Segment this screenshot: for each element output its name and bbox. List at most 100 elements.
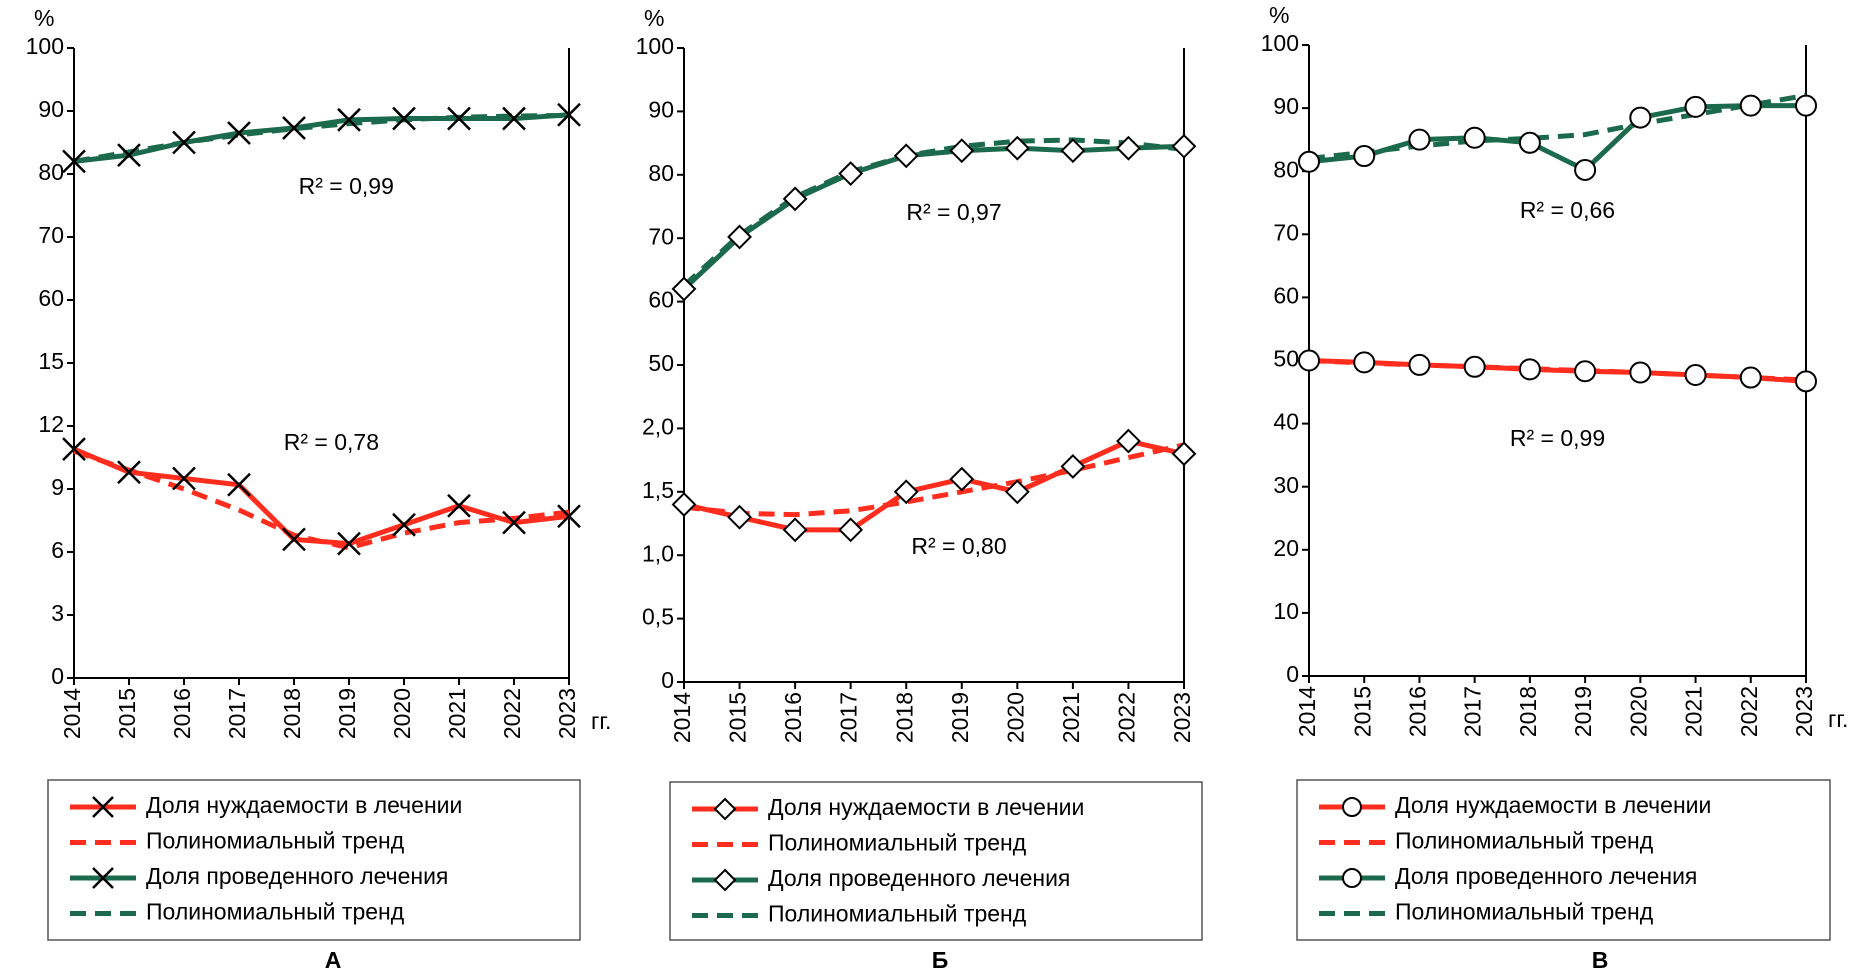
marker xyxy=(172,130,196,155)
x-tick-label: 2017 xyxy=(1460,686,1486,737)
marker xyxy=(893,143,919,169)
marker xyxy=(447,106,471,131)
marker xyxy=(117,460,141,485)
marker xyxy=(893,479,919,505)
x-tick-label: 2018 xyxy=(1515,686,1541,737)
y-tick-label: 20 xyxy=(1273,535,1299,561)
x-tick-label: 2023 xyxy=(1791,686,1817,737)
annotation: R² = 0,80 xyxy=(911,533,1006,559)
y-tick-label: 1,5 xyxy=(642,477,674,503)
x-tick-label: 2015 xyxy=(725,692,751,743)
x-tick-label: 2020 xyxy=(389,688,415,739)
y-unit: % xyxy=(34,5,54,31)
y-unit: % xyxy=(1269,2,1289,28)
legend-label: Доля проведенного лечения xyxy=(146,863,448,889)
x-unit: гг. xyxy=(1828,706,1848,732)
y-tick-label: 0 xyxy=(1286,661,1299,687)
legend-label: Полиномиальный тренд xyxy=(1395,899,1654,925)
y-unit: % xyxy=(644,5,664,31)
marker xyxy=(713,797,737,821)
marker xyxy=(62,437,86,461)
y-tick-label: 9 xyxy=(51,474,64,500)
series-line xyxy=(73,446,570,547)
x-tick-label: 2017 xyxy=(224,688,250,739)
y-tick-label: 60 xyxy=(38,285,64,311)
y-tick-label: 70 xyxy=(1273,219,1299,245)
marker xyxy=(1171,133,1197,159)
marker xyxy=(282,527,306,552)
legend-box xyxy=(1296,779,1831,941)
marker xyxy=(1342,797,1362,817)
marker xyxy=(838,161,864,186)
marker xyxy=(1116,135,1141,161)
x-tick-label: 2016 xyxy=(780,692,806,743)
marker xyxy=(502,106,526,131)
marker xyxy=(1060,138,1086,164)
marker xyxy=(1574,360,1597,383)
marker xyxy=(337,531,361,556)
panel-label: Б xyxy=(932,947,949,973)
marker xyxy=(1795,94,1817,117)
marker-stroke xyxy=(92,796,114,818)
x-tick-label: 2014 xyxy=(669,692,695,743)
legend-label: Полиномиальный тренд xyxy=(768,830,1027,856)
marker xyxy=(392,512,416,537)
series-line xyxy=(1308,358,1807,384)
legend-label: Доля проведенного лечения xyxy=(1395,863,1697,889)
legend-marker-group xyxy=(92,867,114,889)
x-tick-label: 2023 xyxy=(554,688,580,739)
x-tick-label: 2021 xyxy=(1681,686,1707,737)
y-tick-label: 70 xyxy=(38,222,64,248)
x-tick-label: 2022 xyxy=(1114,692,1140,743)
y-tick-label: 80 xyxy=(648,160,674,186)
marker xyxy=(1004,135,1030,161)
marker-stroke xyxy=(282,116,306,140)
legend-label: Полиномиальный тренд xyxy=(1395,828,1654,854)
marker xyxy=(1518,131,1541,154)
y-tick-label: 12 xyxy=(38,411,64,437)
legend-marker-group xyxy=(713,797,737,821)
marker-stroke xyxy=(447,106,471,131)
marker xyxy=(1463,126,1486,149)
series-line xyxy=(682,137,1185,288)
marker xyxy=(713,868,737,892)
marker xyxy=(1795,370,1817,393)
marker xyxy=(949,466,975,492)
marker-stroke xyxy=(557,102,581,127)
legend-label: Полиномиальный тренд xyxy=(146,899,405,925)
legend-label: Полиномиальный тренд xyxy=(768,901,1027,927)
marker xyxy=(1518,358,1541,381)
annotation: R² = 0,99 xyxy=(1510,425,1605,451)
marker xyxy=(1629,361,1652,384)
marker xyxy=(1116,428,1141,454)
series-line xyxy=(683,438,1185,533)
marker xyxy=(92,867,114,889)
marker xyxy=(1408,128,1431,151)
marker xyxy=(337,107,361,132)
series-line xyxy=(73,112,570,164)
marker-stroke xyxy=(117,460,141,485)
marker-stroke xyxy=(117,143,141,167)
x-tick-label: 2014 xyxy=(1294,686,1320,737)
legend-marker-group xyxy=(1342,797,1362,817)
marker-stroke xyxy=(337,107,361,132)
marker xyxy=(92,796,114,818)
marker-stroke xyxy=(172,466,196,491)
marker xyxy=(727,224,752,250)
legend-marker-group xyxy=(1342,868,1362,888)
legend-label: Доля нуждаемости в лечении xyxy=(146,792,462,818)
marker-stroke xyxy=(337,531,361,556)
series-line xyxy=(1308,358,1807,383)
legend-box xyxy=(669,781,1203,941)
panel-label: А xyxy=(325,947,342,973)
series-line xyxy=(1308,103,1806,173)
y-tick-label: 30 xyxy=(1273,472,1299,498)
marker xyxy=(1629,106,1652,129)
marker-stroke xyxy=(557,504,581,529)
marker-stroke xyxy=(227,472,251,497)
marker xyxy=(172,466,196,491)
y-tick-label: 100 xyxy=(1261,30,1299,56)
marker-stroke xyxy=(172,130,196,155)
marker xyxy=(227,472,251,497)
